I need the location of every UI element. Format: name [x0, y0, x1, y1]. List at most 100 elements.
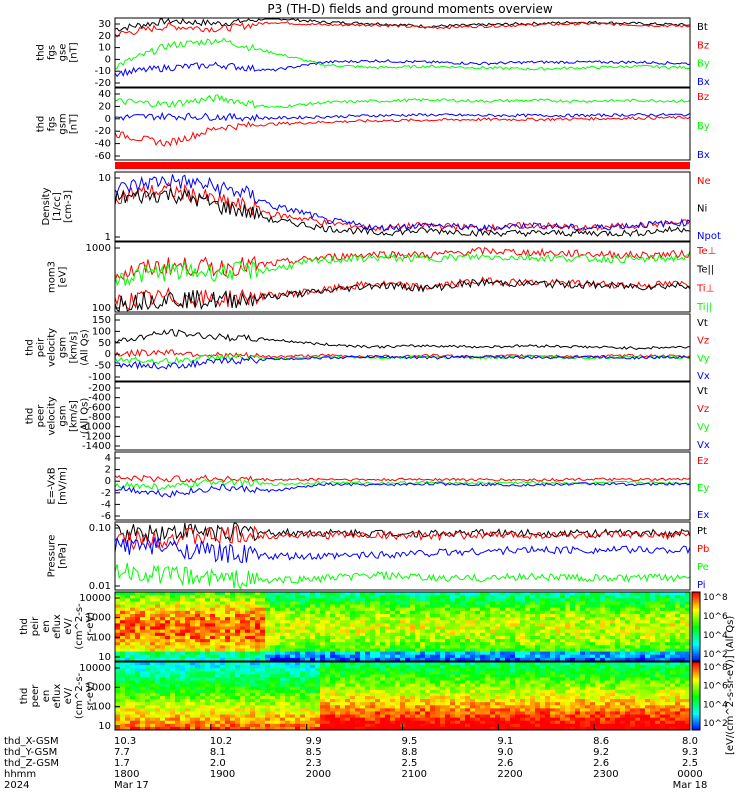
spectrogram-cell — [590, 702, 596, 706]
spectrogram-cell — [445, 686, 451, 691]
spectrogram-cell — [550, 595, 556, 599]
spectrogram-cell — [610, 696, 616, 700]
spectrogram-cell — [630, 668, 636, 672]
spectrogram-cell — [275, 680, 281, 685]
spectrogram-cell — [170, 648, 176, 652]
spectrogram-cell — [185, 610, 191, 615]
spectrogram-cell — [250, 613, 256, 618]
spectrogram-cell — [310, 683, 316, 688]
spectrogram-cell — [585, 696, 591, 700]
spectrogram-cell — [290, 626, 296, 631]
spectrogram-cell — [620, 677, 626, 681]
spectrogram-cell — [235, 604, 241, 609]
spectrogram-cell — [240, 674, 246, 678]
spectrogram-cell — [560, 642, 566, 646]
spectrogram-cell — [250, 665, 256, 669]
spectrogram-cell — [305, 702, 311, 706]
spectrogram-cell — [185, 635, 191, 640]
spectrogram-cell — [250, 686, 256, 691]
spectrogram-cell — [595, 632, 601, 637]
spectrogram-cell — [445, 642, 451, 646]
spectrogram-cell — [485, 642, 491, 646]
spectrogram-cell — [155, 626, 161, 631]
spectrogram-cell — [340, 657, 346, 662]
spectrogram-cell — [245, 654, 251, 659]
spectrogram-cell — [440, 635, 446, 640]
spectrogram-cell — [200, 598, 206, 602]
spectrogram-cell — [500, 654, 506, 659]
spectrogram-cell — [205, 626, 211, 631]
spectrogram-cell — [670, 683, 676, 688]
spectrogram-cell — [290, 692, 296, 697]
spectrogram-cell — [315, 696, 321, 700]
spectrogram-cell — [530, 623, 536, 627]
spectrogram-cell — [135, 623, 141, 627]
spectrogram-cell — [215, 610, 221, 615]
spectrogram-cell — [160, 665, 166, 669]
spectrogram-cell — [675, 677, 681, 681]
spectrogram-cell — [480, 613, 486, 618]
spectrogram-cell — [155, 610, 161, 615]
spectrogram-cell — [475, 654, 481, 659]
spectrogram-cell — [325, 708, 331, 712]
spectrogram-cell — [680, 598, 686, 602]
spectrogram-cell — [135, 604, 141, 609]
spectrogram-cell — [570, 654, 576, 659]
spectrogram-cell — [350, 617, 356, 621]
spectrogram-cell — [500, 601, 506, 605]
spectrogram-cell — [520, 680, 526, 685]
spectrogram-cell — [335, 626, 341, 631]
spectrogram-cell — [455, 592, 461, 596]
spectrogram-cell — [150, 668, 156, 672]
spectrogram-cell — [260, 699, 266, 703]
spectrogram-cell — [450, 711, 456, 715]
spectrogram-cell — [610, 689, 616, 694]
spectrogram-cell — [630, 632, 636, 637]
spectrogram-cell — [600, 657, 606, 662]
spectrogram-cell — [400, 617, 406, 621]
spectrogram-cell — [170, 680, 176, 685]
spectrogram-cell — [590, 683, 596, 688]
spectrogram-cell — [670, 654, 676, 659]
spectrogram-cell — [580, 708, 586, 712]
spectrogram-cell — [370, 601, 376, 605]
spectrogram-cell — [140, 592, 146, 596]
spectrogram-cell — [675, 617, 681, 621]
spectrogram-cell — [550, 617, 556, 621]
spectrogram-cell — [165, 651, 171, 656]
spectrogram — [115, 662, 691, 731]
spectrogram-cell — [460, 620, 466, 624]
legend-entry: Ti⊥ — [696, 283, 714, 294]
spectrogram-cell — [420, 662, 426, 666]
spectrogram-cell — [635, 708, 641, 712]
spectrogram-cell — [335, 632, 341, 637]
spectrogram-cell — [250, 683, 256, 688]
spectrogram-cell — [225, 702, 231, 706]
spectrogram-cell — [205, 717, 211, 722]
spectrogram-cell — [425, 720, 431, 725]
spectrogram-cell — [675, 632, 681, 637]
spectrogram-cell — [370, 702, 376, 706]
spectrogram-cell — [615, 595, 621, 599]
spectrogram-cell — [620, 629, 626, 634]
spectrogram-cell — [440, 711, 446, 715]
spectrogram-cell — [480, 702, 486, 706]
spectrogram-cell — [245, 642, 251, 646]
spectrogram-cell — [210, 714, 216, 719]
spectrogram-cell — [220, 613, 226, 618]
spectrogram-cell — [595, 642, 601, 646]
spectrogram-cell — [425, 702, 431, 706]
spectrogram-cell — [410, 645, 416, 649]
spectrogram-cell — [515, 645, 521, 649]
spectrogram-cell — [125, 686, 131, 691]
spectrogram-cell — [385, 665, 391, 669]
spectrogram-cell — [145, 720, 151, 725]
spectrogram-cell — [640, 645, 646, 649]
spectrogram-cell — [300, 610, 306, 615]
spectrogram-cell — [245, 717, 251, 722]
spectrogram-cell — [300, 629, 306, 634]
spectrogram-cell — [400, 629, 406, 634]
spectrogram-cell — [470, 711, 476, 715]
spectrogram-cell — [265, 662, 271, 666]
spectrogram-cell — [490, 683, 496, 688]
